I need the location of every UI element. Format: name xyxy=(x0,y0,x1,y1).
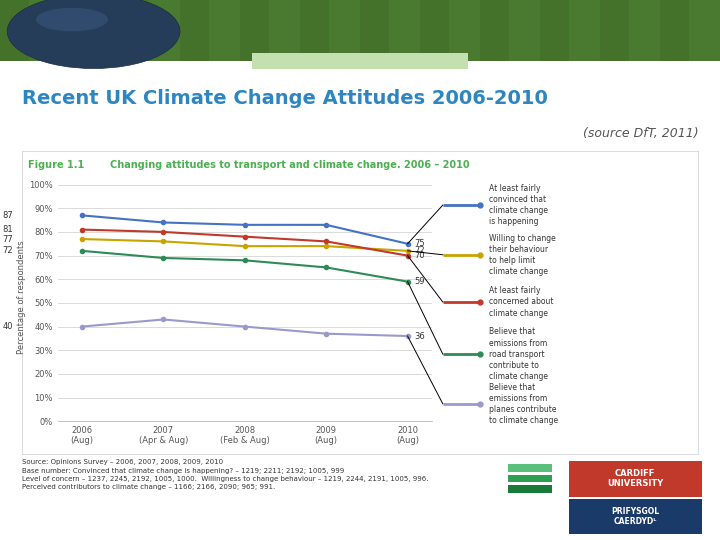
Text: (source DfT, 2011): (source DfT, 2011) xyxy=(582,127,698,140)
Y-axis label: Percentage of respondents: Percentage of respondents xyxy=(17,240,26,354)
Bar xyxy=(508,475,552,482)
Text: PRIFYSGOL
CAERDYDᴸ: PRIFYSGOL CAERDYDᴸ xyxy=(611,507,659,526)
Text: Source: Opinions Survey – 2006, 2007, 2008, 2009, 2010
Base number: Convinced th: Source: Opinions Survey – 2006, 2007, 20… xyxy=(22,459,428,490)
Bar xyxy=(508,485,552,493)
Ellipse shape xyxy=(7,0,180,69)
Text: Believe that
emissions from
road transport
contribute to
climate change: Believe that emissions from road transpo… xyxy=(490,327,549,381)
Text: 72: 72 xyxy=(414,246,425,255)
Text: Believe that
emissions from
planes contribute
to climate change: Believe that emissions from planes contr… xyxy=(490,383,559,425)
Text: Changing attitudes to transport and climate change. 2006 – 2010: Changing attitudes to transport and clim… xyxy=(109,160,469,170)
Text: 87: 87 xyxy=(2,211,13,220)
Text: At least fairly
convinced that
climate change
is happening: At least fairly convinced that climate c… xyxy=(490,184,549,226)
Ellipse shape xyxy=(36,8,108,31)
Bar xyxy=(252,53,468,69)
Bar xyxy=(60,0,89,78)
Bar xyxy=(480,0,509,78)
Bar xyxy=(120,0,149,78)
Bar xyxy=(420,0,449,78)
Text: 72: 72 xyxy=(2,246,13,255)
Text: 36: 36 xyxy=(414,332,425,341)
Bar xyxy=(300,0,329,78)
Bar xyxy=(360,0,389,78)
Text: Figure 1.1: Figure 1.1 xyxy=(28,160,85,170)
Text: CARDIFF
UNIVERSITY: CARDIFF UNIVERSITY xyxy=(607,469,663,488)
Bar xyxy=(600,0,629,78)
Bar xyxy=(540,0,569,78)
Bar xyxy=(240,0,269,78)
Text: At least fairly
concerned about
climate change: At least fairly concerned about climate … xyxy=(490,286,554,318)
Bar xyxy=(660,0,689,78)
Text: Willing to change
their behaviour
to help limit
climate change: Willing to change their behaviour to hel… xyxy=(490,234,556,276)
Bar xyxy=(508,464,552,472)
Bar xyxy=(569,499,701,534)
Bar xyxy=(180,0,209,78)
Text: 40: 40 xyxy=(2,322,13,331)
Bar xyxy=(569,461,701,497)
Text: 75: 75 xyxy=(414,239,425,248)
Text: 81: 81 xyxy=(2,225,13,234)
Bar xyxy=(0,0,29,78)
Bar xyxy=(0,61,720,78)
Text: Recent UK Climate Change Attitudes 2006-2010: Recent UK Climate Change Attitudes 2006-… xyxy=(22,89,547,108)
Text: 59: 59 xyxy=(414,277,425,286)
Text: 70: 70 xyxy=(414,251,425,260)
Text: 77: 77 xyxy=(2,234,13,244)
